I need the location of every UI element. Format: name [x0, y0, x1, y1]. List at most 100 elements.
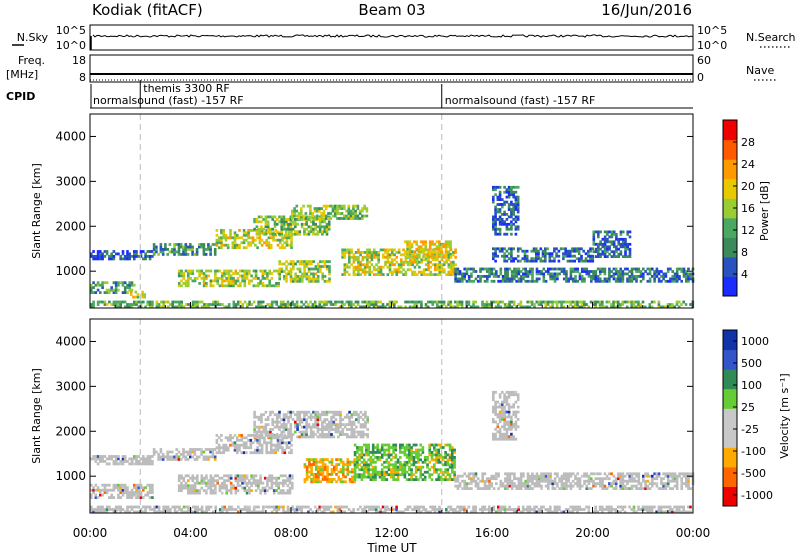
echo-cell	[287, 262, 291, 266]
echo-cell	[139, 493, 143, 497]
echo-cell	[369, 473, 373, 477]
echo-cell	[193, 476, 197, 480]
echo-cell	[486, 277, 489, 281]
echo-cell	[578, 479, 582, 483]
echo-cell	[166, 458, 169, 461]
echo-cell	[385, 448, 389, 452]
echo-cell	[225, 284, 228, 288]
echo-cell	[121, 493, 125, 497]
echo-cell	[243, 284, 247, 288]
echo-cell	[168, 455, 172, 459]
echo-cell	[169, 303, 172, 306]
echo-cell	[504, 267, 507, 271]
echo-cell	[112, 281, 116, 285]
echo-cell	[574, 474, 577, 478]
echo-cell	[568, 252, 572, 256]
echo-cell	[155, 245, 158, 249]
echo-cell	[358, 473, 361, 477]
echo-cell	[467, 303, 471, 306]
echo-cell	[578, 277, 582, 281]
echo-cell	[117, 455, 120, 458]
echo-cell	[436, 263, 439, 267]
echo-cell	[287, 430, 290, 434]
echo-cell	[476, 487, 480, 490]
echo-cell	[296, 413, 299, 417]
echo-cell	[621, 303, 624, 306]
echo-cell	[130, 491, 134, 494]
echo-cell	[139, 462, 143, 466]
echo-cell	[576, 270, 579, 273]
echo-cell	[217, 246, 221, 250]
echo-cell	[549, 474, 552, 478]
echo-cell	[510, 275, 514, 278]
echo-cell	[506, 477, 509, 481]
echo-cell	[571, 484, 575, 488]
echo-cell	[463, 487, 466, 490]
echo-cell	[279, 474, 283, 478]
echo-cell	[207, 248, 210, 251]
echo-cell	[666, 270, 670, 273]
echo-cell	[289, 262, 293, 266]
echo-cell	[357, 420, 360, 424]
echo-cell	[308, 475, 311, 479]
echo-cell	[90, 496, 93, 499]
echo-cell	[277, 305, 281, 309]
echo-cell	[321, 420, 324, 424]
echo-cell	[289, 232, 293, 236]
echo-cell	[358, 468, 361, 472]
echo-cell	[544, 484, 548, 488]
echo-cell	[300, 215, 304, 219]
echo-cell	[539, 247, 543, 251]
echo-cell	[684, 303, 688, 306]
echo-cell	[359, 265, 362, 269]
echo-cell	[322, 303, 326, 306]
echo-cell	[316, 305, 319, 309]
echo-cell	[307, 423, 311, 426]
echo-cell	[516, 259, 520, 263]
echo-cell	[346, 415, 349, 419]
echo-cell	[256, 451, 259, 455]
echo-cell	[508, 300, 511, 304]
echo-cell	[494, 437, 497, 441]
echo-cell	[278, 277, 281, 281]
echo-cell	[553, 257, 556, 261]
echo-cell	[446, 463, 450, 467]
echo-cell	[361, 413, 365, 417]
echo-cell	[241, 269, 244, 273]
echo-cell	[510, 188, 513, 192]
echo-cell	[503, 252, 506, 256]
echo-cell	[307, 232, 311, 236]
echo-cell	[427, 255, 430, 259]
echo-cell	[269, 230, 272, 234]
echo-cell	[614, 272, 618, 276]
echo-cell	[516, 185, 520, 189]
echo-cell	[256, 446, 259, 450]
echo-cell	[264, 232, 268, 236]
echo-cell	[155, 300, 159, 304]
echo-cell	[381, 303, 385, 306]
echo-cell	[252, 269, 256, 273]
echo-cell	[413, 265, 417, 269]
echo-cell	[278, 220, 281, 224]
echo-cell	[646, 267, 650, 271]
echo-cell	[271, 232, 274, 236]
echo-cell	[255, 232, 259, 236]
velocity-echoes	[90, 319, 695, 514]
echo-cell	[503, 213, 506, 216]
echo-cell	[278, 238, 282, 242]
echo-cell	[445, 305, 448, 309]
echo-cell	[236, 451, 239, 455]
echo-cell	[133, 457, 136, 461]
echo-cell	[130, 303, 134, 306]
echo-cell	[402, 260, 405, 264]
echo-cell	[246, 305, 249, 309]
echo-cell	[266, 303, 269, 306]
echo-cell	[481, 477, 484, 481]
echo-cell	[209, 448, 212, 451]
echo-cell	[428, 468, 431, 472]
echo-cell	[245, 474, 249, 478]
echo-cell	[513, 472, 516, 476]
echo-cell	[128, 255, 131, 258]
echo-cell	[438, 252, 441, 256]
echo-cell	[576, 267, 579, 271]
